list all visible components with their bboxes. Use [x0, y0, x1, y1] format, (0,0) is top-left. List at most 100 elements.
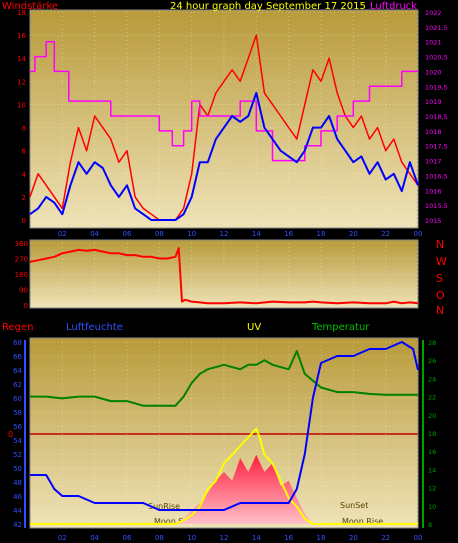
humidity-tick-label: 66	[13, 353, 22, 361]
pressure-tick-label: 1016	[425, 187, 442, 195]
direction-tick-label: 360	[15, 240, 28, 248]
temperature-tick-label: 10	[428, 503, 436, 511]
climate-x-tick-label: 04	[90, 534, 99, 542]
compass-w: W	[436, 255, 447, 268]
pressure-tick-label: 1021,5	[425, 24, 448, 32]
temperature-tick-label: 8	[428, 521, 432, 529]
temperature-tick-label: 20	[428, 412, 436, 420]
pressure-tick-label: 1017,5	[425, 143, 448, 151]
climate-x-tick-label: 20	[349, 534, 358, 542]
temperature-tick-label: 18	[428, 430, 436, 438]
climate-x-tick-label: 18	[317, 534, 326, 542]
direction-tick-label: 90	[19, 287, 28, 295]
humidity-tick-label: 56	[13, 423, 22, 431]
wind-tick-label: 4	[22, 171, 27, 179]
moonrise-label: Moon Rise	[342, 517, 383, 526]
wind-x-tick-label: 10	[187, 230, 196, 238]
climate-x-tick-label: 14	[252, 534, 261, 542]
pressure-tick-label: 1015,5	[425, 202, 448, 210]
wind-tick-label: 16	[17, 32, 26, 40]
pressure-tick-label: 1020	[425, 68, 442, 76]
pressure-tick-label: 1020,5	[425, 54, 448, 62]
rain-label: Regen	[2, 322, 34, 333]
humidity-tick-label: 46	[13, 493, 22, 501]
wind-x-tick-label: 08	[155, 230, 164, 238]
wind-axis-title: Windstärke	[2, 1, 58, 12]
humidity-tick-label: 58	[13, 409, 22, 417]
wind-x-tick-label: 16	[284, 230, 293, 238]
wind-average-series	[29, 91, 419, 221]
pressure-tick-label: 1017	[425, 158, 442, 166]
climate-x-tick-label: 22	[381, 534, 390, 542]
compass-n-bottom: N	[436, 304, 444, 317]
climate-panel	[29, 337, 419, 529]
pressure-tick-label: 1018	[425, 128, 442, 136]
climate-x-tick-label: 02	[58, 534, 67, 542]
chart-title: 24 hour graph day September 17 2015	[170, 1, 366, 12]
wind-x-tick-label: 20	[349, 230, 358, 238]
wind-x-tick-label: 00	[414, 230, 423, 238]
pressure-axis-title: Luftdruck	[370, 1, 417, 12]
moonset-label: Moon Set	[154, 517, 191, 526]
wind-x-tick-label: 12	[220, 230, 229, 238]
rain-zero-label: 0	[8, 430, 13, 439]
humidity-tick-label: 54	[13, 437, 22, 445]
humidity-tick-label: 50	[13, 465, 22, 473]
temperature-label: Temperatur	[311, 322, 370, 333]
temperature-tick-label: 16	[428, 448, 436, 456]
wind-x-tick-label: 04	[90, 230, 99, 238]
pressure-tick-label: 1016,5	[425, 172, 448, 180]
pressure-tick-label: 1022	[425, 9, 442, 17]
pressure-tick-label: 1021	[425, 39, 442, 47]
humidity-series	[30, 341, 419, 511]
uv-series	[30, 427, 418, 525]
wind-direction-series	[29, 247, 419, 305]
wind-x-tick-label: 22	[381, 230, 390, 238]
direction-panel	[29, 239, 419, 309]
pressure-tick-label: 1018,5	[425, 113, 448, 121]
humidity-tick-label: 68	[13, 339, 22, 347]
pressure-series	[30, 40, 418, 162]
compass-s: S	[436, 272, 443, 285]
wind-tick-label: 8	[22, 125, 26, 133]
wind-x-tick-label: 18	[317, 230, 326, 238]
climate-x-tick-label: 16	[284, 534, 293, 542]
temperature-tick-label: 22	[428, 394, 436, 402]
temperature-tick-label: 14	[428, 466, 436, 474]
humidity-label: Luftfeuchte	[66, 322, 123, 333]
humidity-tick-label: 42	[13, 521, 22, 529]
humidity-tick-label: 64	[13, 367, 22, 375]
temperature-tick-label: 28	[428, 339, 436, 347]
humidity-tick-label: 62	[13, 381, 22, 389]
temperature-series	[30, 350, 418, 407]
climate-x-tick-label: 00	[414, 534, 423, 542]
direction-tick-label: 0	[24, 302, 28, 310]
wind-tick-label: 18	[17, 9, 26, 17]
solar-radiation-area	[30, 454, 418, 524]
pressure-tick-label: 1015	[425, 217, 442, 225]
climate-x-tick-label: 08	[155, 534, 164, 542]
direction-tick-label: 180	[15, 271, 28, 279]
wind-tick-label: 0	[22, 217, 26, 225]
temperature-tick-label: 24	[428, 375, 436, 383]
sunset-label: SunSet	[340, 501, 368, 510]
compass-o: O	[436, 289, 445, 302]
temperature-tick-label: 12	[428, 485, 436, 493]
pressure-tick-label: 1019,5	[425, 83, 448, 91]
climate-x-tick-label: 12	[220, 534, 229, 542]
humidity-tick-label: 52	[13, 451, 22, 459]
wind-tick-label: 14	[17, 55, 26, 63]
humidity-tick-label: 44	[13, 507, 22, 515]
wind-tick-label: 2	[22, 194, 26, 202]
wind-gust-series	[29, 34, 419, 221]
wind-tick-label: 12	[17, 78, 26, 86]
pressure-tick-label: 1019	[425, 98, 442, 106]
compass-n-top: N	[436, 238, 444, 251]
wind-x-tick-label: 02	[58, 230, 67, 238]
direction-tick-label: 270	[15, 256, 28, 264]
wind-tick-label: 6	[22, 148, 27, 156]
climate-x-tick-label: 06	[123, 534, 132, 542]
wind-x-tick-label: 14	[252, 230, 261, 238]
